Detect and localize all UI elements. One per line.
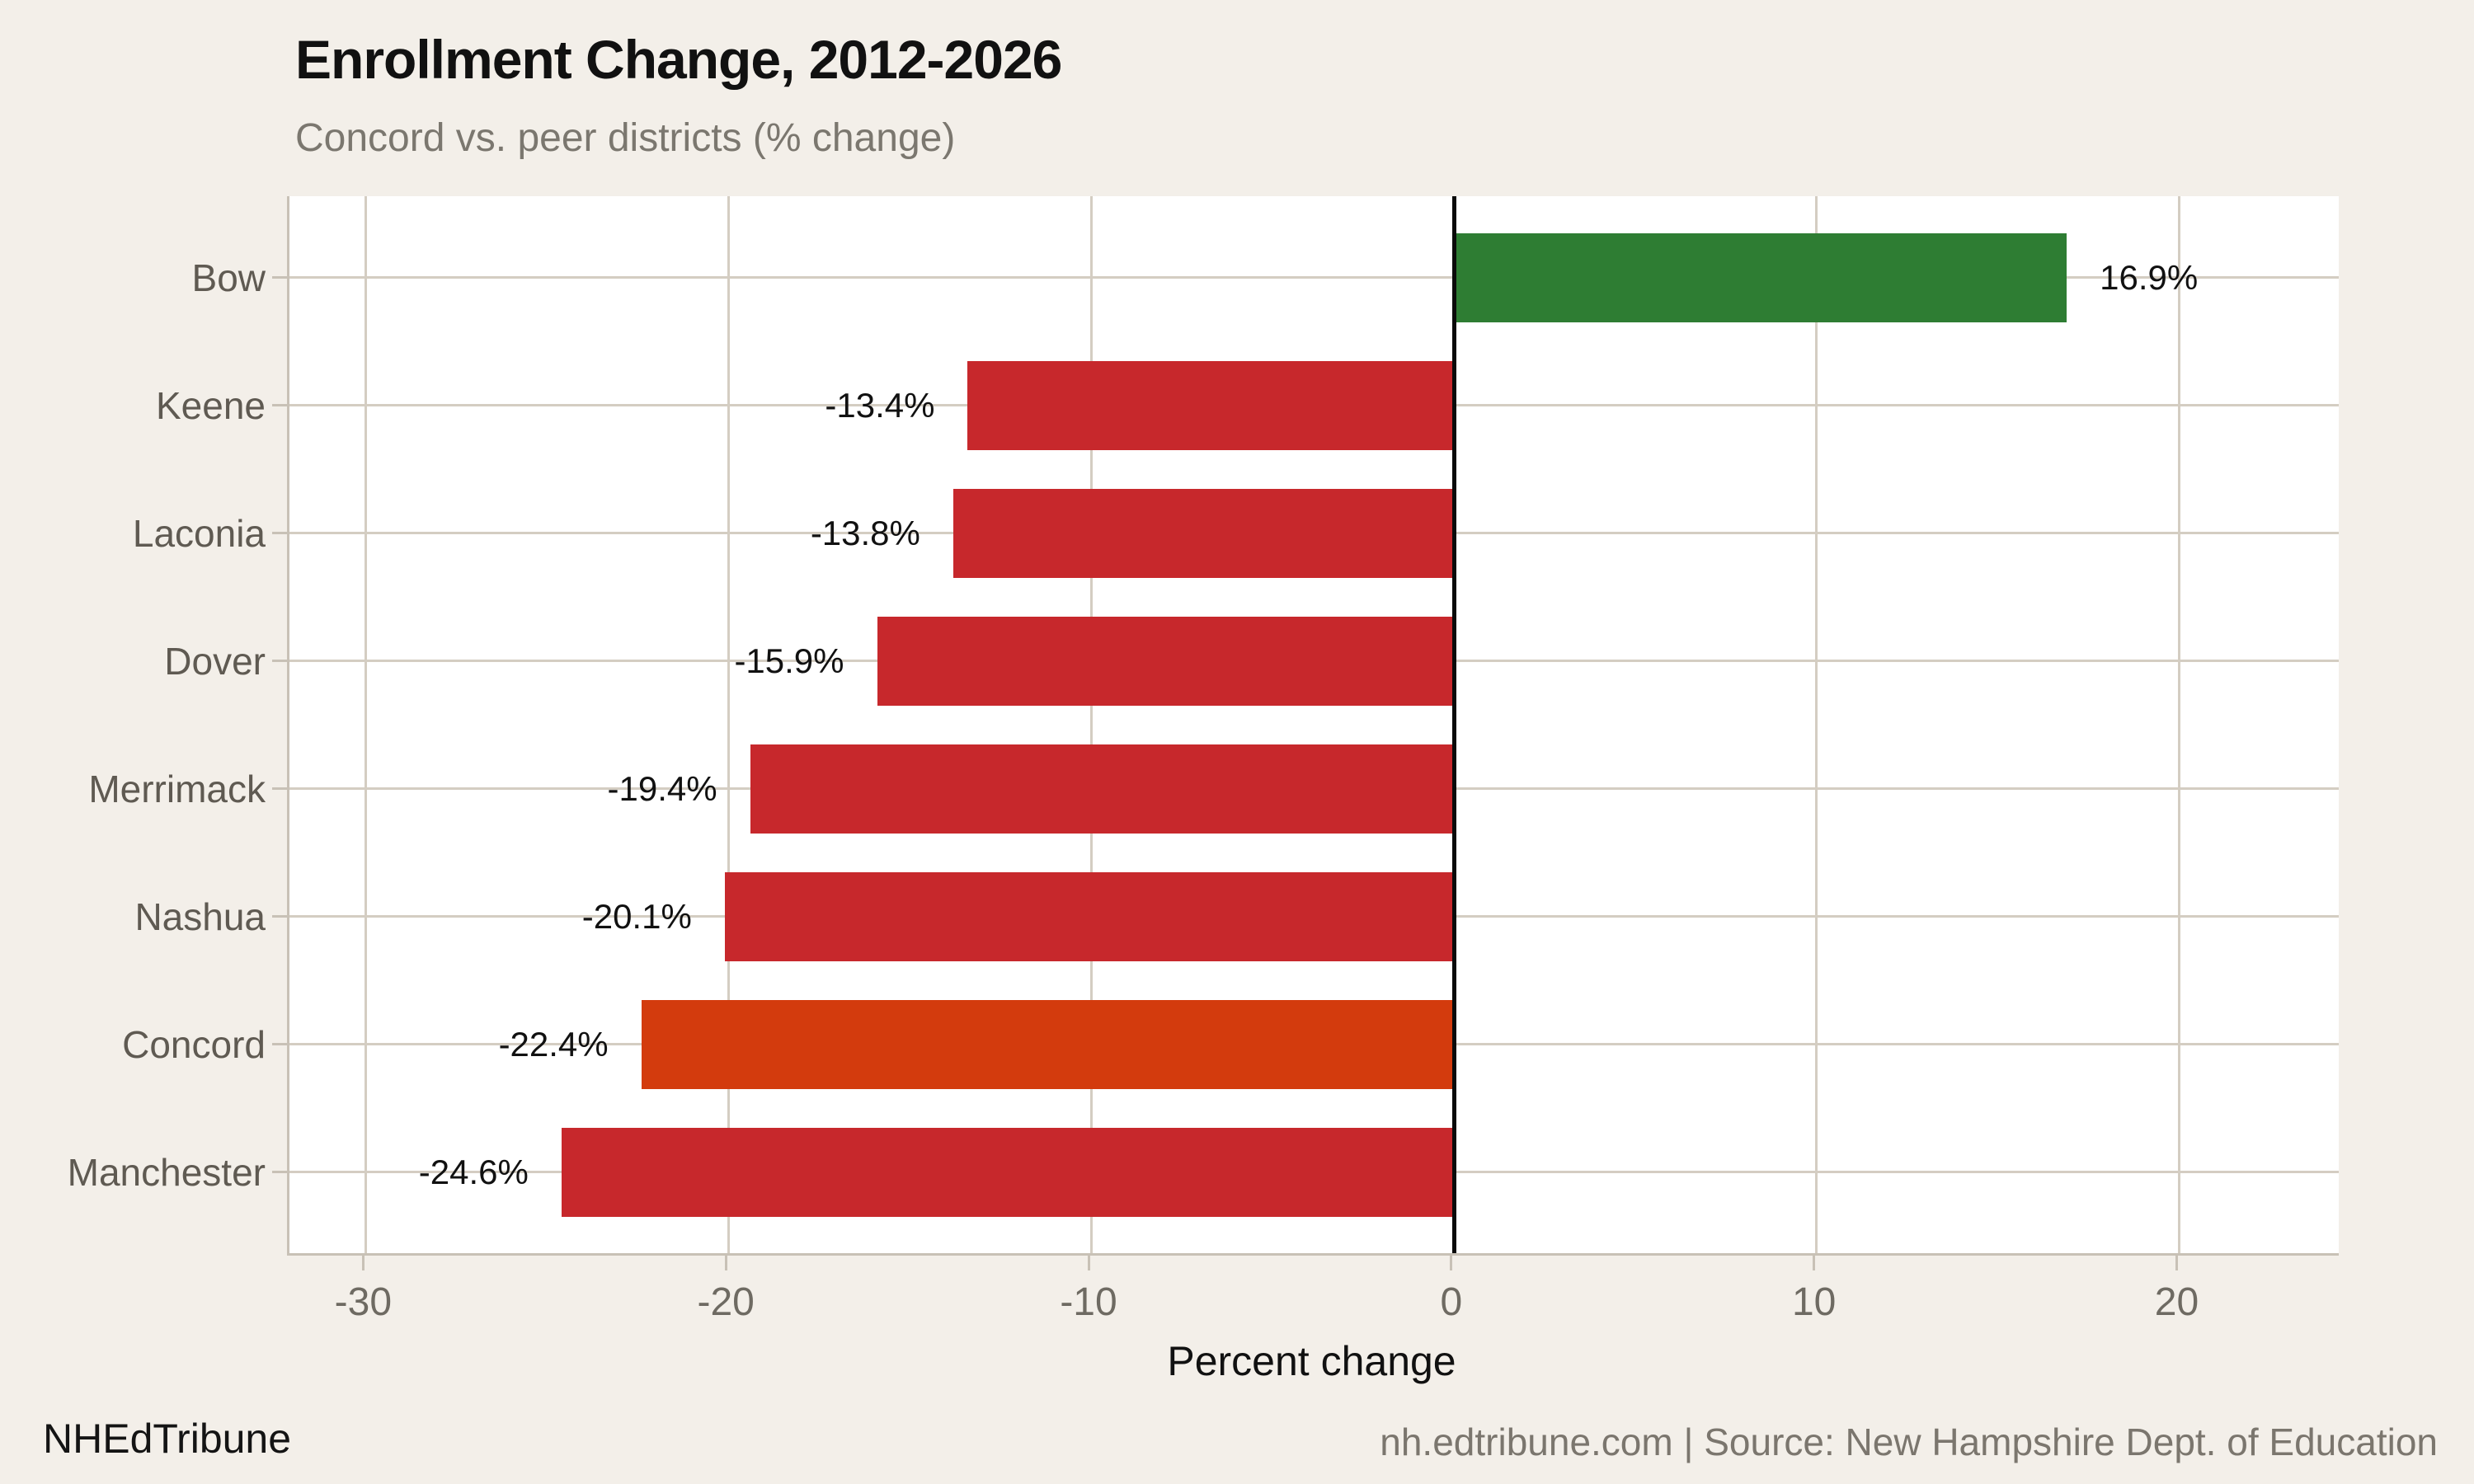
category-tick-mark [272, 787, 287, 790]
bar-manchester [561, 1127, 1454, 1217]
category-tick-mark [272, 915, 287, 918]
category-label-laconia: Laconia [132, 511, 266, 555]
gridline-vertical [1089, 196, 1093, 1253]
gridline-vertical [2177, 196, 2180, 1253]
footer-source-credit: nh.edtribune.com | Source: New Hampshire… [1380, 1421, 2438, 1463]
bar-value-label: -19.4% [607, 768, 717, 808]
category-tick-mark [272, 276, 287, 279]
category-label-nashua: Nashua [134, 895, 266, 938]
x-tick-label: 10 [1791, 1280, 1837, 1324]
category-tick-mark [272, 404, 287, 406]
gridline-horizontal [289, 276, 2339, 279]
category-label-manchester: Manchester [67, 1150, 266, 1194]
x-tick-label: 0 [1440, 1280, 1463, 1324]
bar-value-label: -13.4% [825, 385, 935, 425]
x-tick-mark [2175, 1256, 2178, 1270]
chart-subtitle: Concord vs. peer districts (% change) [295, 116, 956, 160]
category-label-bow: Bow [191, 256, 266, 299]
category-tick-mark [272, 1043, 287, 1045]
bar-dover [877, 616, 1454, 706]
footer-brand: NHEdTribune [43, 1416, 292, 1462]
bar-concord [641, 999, 1454, 1089]
bar-value-label: 16.9% [2100, 257, 2199, 297]
gridline-vertical [1815, 196, 1818, 1253]
category-label-dover: Dover [164, 639, 266, 683]
category-label-concord: Concord [122, 1022, 266, 1066]
x-axis-title: Percent change [1167, 1338, 1456, 1384]
gridline-vertical [364, 196, 367, 1253]
x-tick-mark [1087, 1256, 1090, 1270]
x-tick-label: -20 [697, 1280, 755, 1324]
x-tick-label: -10 [1060, 1280, 1117, 1324]
category-tick-mark [272, 660, 287, 662]
x-tick-mark [1813, 1256, 1816, 1270]
bar-value-label: -20.1% [581, 896, 692, 936]
gridline-vertical [727, 196, 730, 1253]
x-tick-mark [361, 1256, 365, 1270]
bar-value-label: -13.8% [810, 513, 920, 552]
x-tick-label: 20 [2154, 1280, 2199, 1324]
zero-baseline [1451, 196, 1456, 1253]
chart-title: Enrollment Change, 2012-2026 [295, 29, 1062, 90]
x-tick-mark [724, 1256, 727, 1270]
bar-bow [1453, 232, 2067, 322]
x-tick-label: -30 [334, 1280, 393, 1324]
category-tick-mark [272, 532, 287, 534]
bar-keene [967, 360, 1454, 450]
bar-value-label: -22.4% [498, 1024, 609, 1064]
bar-merrimack [750, 744, 1454, 834]
category-tick-mark [272, 1171, 287, 1173]
plot-panel: 16.9% -13.4% -13.8% -15.9% -19.4% -20.1% -22.4… [287, 196, 2339, 1256]
category-label-merrimack: Merrimack [88, 767, 266, 810]
bar-value-label: -24.6% [418, 1152, 529, 1191]
x-tick-mark [1450, 1256, 1453, 1270]
category-label-keene: Keene [155, 383, 266, 427]
bar-nashua [724, 871, 1454, 961]
bar-laconia [952, 488, 1454, 578]
bar-value-label: -15.9% [734, 641, 844, 680]
